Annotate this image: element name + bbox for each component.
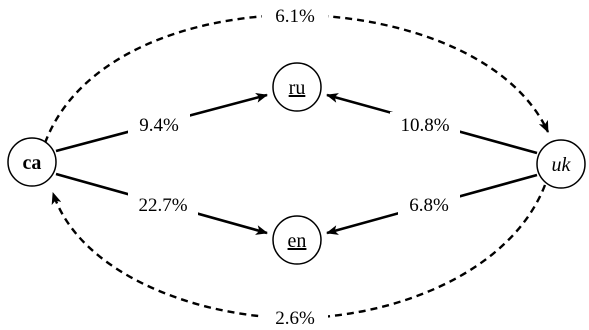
label-uk-to-ru: 10.8% bbox=[390, 112, 460, 138]
label-ca-to-en: 22.7% bbox=[128, 192, 198, 218]
svg-text:9.4%: 9.4% bbox=[139, 115, 179, 136]
label-ca-to-uk: 6.1% bbox=[262, 3, 328, 29]
label-ca-to-ru: 9.4% bbox=[128, 112, 190, 138]
svg-text:6.1%: 6.1% bbox=[275, 6, 315, 27]
node-ca: ca bbox=[7, 137, 57, 187]
node-ru: ru bbox=[272, 62, 322, 112]
svg-text:22.7%: 22.7% bbox=[138, 195, 187, 216]
svg-text:uk: uk bbox=[552, 154, 572, 176]
edge-uk-to-ca bbox=[51, 184, 547, 320]
svg-text:en: en bbox=[288, 230, 307, 252]
node-en: en bbox=[272, 215, 322, 265]
svg-text:ru: ru bbox=[289, 77, 306, 99]
node-uk: uk bbox=[536, 139, 586, 189]
svg-text:ca: ca bbox=[23, 152, 42, 174]
svg-text:10.8%: 10.8% bbox=[400, 115, 449, 136]
svg-text:6.8%: 6.8% bbox=[409, 195, 449, 216]
label-uk-to-ca: 2.6% bbox=[262, 305, 328, 330]
svg-text:2.6%: 2.6% bbox=[275, 308, 315, 329]
label-uk-to-en: 6.8% bbox=[398, 192, 460, 218]
